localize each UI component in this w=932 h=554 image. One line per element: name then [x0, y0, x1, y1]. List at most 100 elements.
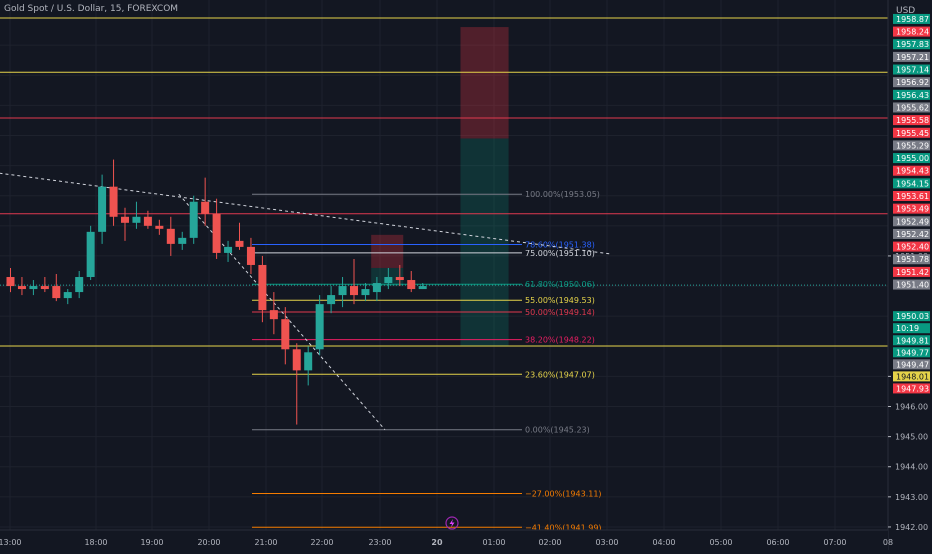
price-badge-label: 1950.03 [896, 312, 929, 321]
candle-body [98, 186, 107, 232]
time-tick-label: 23:00 [368, 538, 391, 547]
price-badge-label: 10:19 [896, 324, 919, 333]
time-tick-label: 18:00 [84, 538, 107, 547]
time-tick-label: 19:00 [140, 538, 163, 547]
candle-body [201, 201, 210, 214]
price-badge-label: 1954.43 [896, 167, 929, 176]
price-badge-label: 1949.77 [896, 348, 929, 357]
price-badge [893, 178, 930, 189]
fib-level-label: −27.00%(1943.11) [525, 490, 602, 499]
time-axis: 13:00 18:00 19:00 20:00 21:00 22:00 23:00 20 01:… [0, 529, 893, 550]
fib-level-label: 61.80%(1950.06) [525, 280, 595, 289]
price-badge-label: 1957.14 [896, 66, 929, 75]
candle-body [132, 216, 141, 223]
candle-body [361, 289, 370, 296]
price-badge-label: 1955.58 [896, 116, 929, 125]
price-badge [893, 323, 930, 334]
lightning-icon [445, 516, 459, 530]
candle-body [75, 277, 84, 293]
price-badge [893, 383, 930, 394]
fib-level-label: 78.60%(1951.38) [525, 240, 595, 249]
price-badge-label: 1952.49 [896, 217, 929, 226]
candle-body [281, 319, 290, 350]
time-axis-bg [0, 530, 888, 550]
fib-level-label: 38.20%(1948.22) [525, 336, 595, 345]
price-tick-label: 1942.00 [895, 523, 928, 532]
price-badge [893, 102, 930, 113]
price-badge [893, 279, 930, 290]
price-badge [893, 266, 930, 277]
price-badge [893, 13, 930, 24]
price-badge [893, 347, 930, 358]
price-badge-label: 1951.40 [896, 281, 929, 290]
candle-body [372, 283, 381, 293]
price-badge [893, 254, 930, 265]
candle-body [143, 216, 152, 226]
price-badge-label: 1954.15 [896, 179, 929, 188]
price-badge [893, 127, 930, 138]
candle-body [212, 213, 221, 253]
candle-body [6, 277, 15, 287]
price-tick-label: 1943.00 [895, 493, 928, 502]
fib-level-label: 23.60%(1947.07) [525, 370, 595, 379]
time-tick-label: 13:00 [0, 538, 22, 547]
price-badge [893, 64, 930, 75]
price-badge-label: 1958.87 [896, 15, 929, 24]
candle-body [338, 286, 347, 296]
price-badge-label: 1952.42 [896, 230, 929, 239]
price-badge-label: 1953.49 [896, 205, 929, 214]
price-badge [893, 140, 930, 151]
price-badge [893, 153, 930, 164]
price-tick-label: 1945.00 [895, 433, 928, 442]
candles [6, 159, 427, 425]
candle-body [17, 286, 26, 290]
candle-body [235, 240, 244, 247]
candle-body [40, 286, 49, 290]
candle-body [63, 292, 72, 299]
price-badge [893, 89, 930, 100]
time-tick-label: 21:00 [254, 538, 277, 547]
price-badge-label: 1956.43 [896, 91, 929, 100]
price-badge-label: 1949.47 [896, 360, 929, 369]
fib-level-label: 50.00%(1949.14) [525, 308, 595, 317]
price-badge [893, 191, 930, 202]
time-tick-label: 08 [883, 538, 893, 547]
price-badge-label: 1957.21 [896, 53, 929, 62]
price-badge-label: 1948.01 [896, 372, 929, 381]
price-badge-label: 1955.00 [896, 154, 929, 163]
candle-body [246, 246, 255, 265]
candle-body [224, 246, 233, 253]
price-badge [893, 77, 930, 88]
candle-body [155, 225, 164, 229]
candle-body [304, 352, 313, 371]
candle-body [121, 216, 129, 223]
position-stop-zone [371, 234, 404, 268]
time-tick-label: 20 [431, 538, 443, 547]
price-badge-label: 1955.29 [896, 141, 929, 150]
time-tick-label: 04:00 [652, 538, 675, 547]
price-badge-label: 1953.61 [896, 192, 929, 201]
fib-level-label: 0.00%(1945.23) [525, 426, 590, 435]
fib-level-label: 75.00%(1951.10) [525, 249, 595, 258]
candle-body [315, 304, 324, 350]
price-badge-label: 1956.92 [896, 78, 929, 87]
price-badge [893, 165, 930, 176]
price-badge-label: 1951.78 [896, 255, 929, 264]
candle-body [29, 286, 38, 290]
price-badge-label: 1952.40 [896, 243, 929, 252]
fib-level-label: 55.00%(1949.53) [525, 296, 595, 305]
price-badge [893, 359, 930, 370]
time-tick-label: 06:00 [766, 538, 789, 547]
currency-label: USD [896, 6, 915, 16]
trend-line [0, 172, 612, 255]
time-tick-label: 22:00 [310, 538, 333, 547]
price-badge [893, 203, 930, 214]
price-badge-label: 1957.83 [896, 40, 929, 49]
price-badge [893, 311, 930, 322]
candle-body [350, 286, 358, 296]
price-tick-label: 1944.00 [895, 463, 928, 472]
price-badge [893, 241, 930, 252]
price-badge-label: 1951.42 [896, 268, 929, 277]
